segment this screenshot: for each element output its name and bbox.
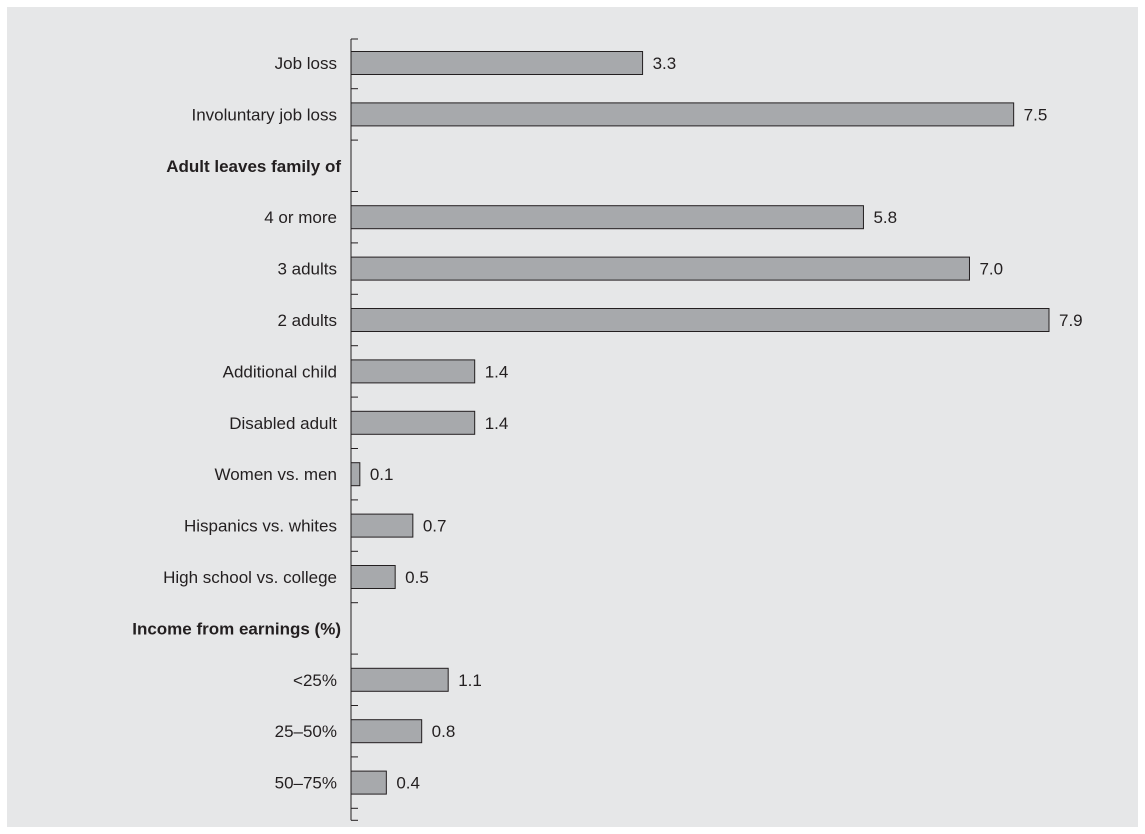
category-label: <25%: [293, 671, 337, 690]
data-label: 1.1: [458, 671, 482, 690]
bar: [350, 667, 449, 692]
category-label: Additional child: [223, 362, 337, 381]
data-label: 7.9: [1059, 311, 1083, 330]
data-label: 0.5: [405, 568, 429, 587]
category-label: 2 adults: [277, 311, 337, 330]
bar: [350, 770, 387, 795]
bar: [350, 308, 1050, 332]
bar: [350, 205, 864, 230]
category-header-label: Income from earnings (%): [132, 619, 341, 638]
bar: [350, 410, 476, 435]
labels-layer: Job loss 3.3 Involuntary job loss 7.5 Adult …: [132, 54, 1082, 793]
bar: [350, 256, 970, 281]
data-label: 7.0: [979, 260, 1003, 279]
category-label: Involuntary job loss: [191, 105, 337, 124]
category-label: Women vs. men: [214, 465, 337, 484]
data-label: 1.4: [485, 414, 509, 433]
bar: [350, 51, 644, 75]
category-label: 3 adults: [277, 260, 337, 279]
category-label: 50–75%: [275, 774, 337, 793]
bar: [350, 513, 414, 538]
bar: [350, 359, 476, 384]
bar-chart: Job loss 3.3 Involuntary job loss 7.5 Adult …: [132, 38, 1083, 821]
category-label: 4 or more: [264, 208, 337, 227]
category-header-label: Adult leaves family of: [166, 157, 341, 176]
category-label: Job loss: [275, 54, 337, 73]
data-label: 1.4: [485, 362, 509, 381]
data-label: 0.1: [370, 465, 394, 484]
bar: [350, 565, 396, 589]
bars-layer: [350, 51, 1050, 795]
chart-panel: Job loss 3.3 Involuntary job loss 7.5 Adult …: [7, 7, 1138, 827]
data-label: 0.7: [423, 517, 447, 536]
category-label: High school vs. college: [163, 568, 337, 587]
bar: [350, 462, 361, 487]
bar: [350, 102, 1015, 127]
category-label: Disabled adult: [229, 414, 337, 433]
data-label: 0.8: [432, 722, 456, 741]
data-label: 3.3: [653, 54, 677, 73]
bar: [350, 719, 423, 744]
data-label: 0.4: [396, 774, 420, 793]
data-label: 5.8: [873, 208, 897, 227]
category-label: 25–50%: [275, 722, 337, 741]
axis-layer: [350, 38, 358, 821]
data-label: 7.5: [1024, 105, 1048, 124]
category-label: Hispanics vs. whites: [184, 517, 337, 536]
